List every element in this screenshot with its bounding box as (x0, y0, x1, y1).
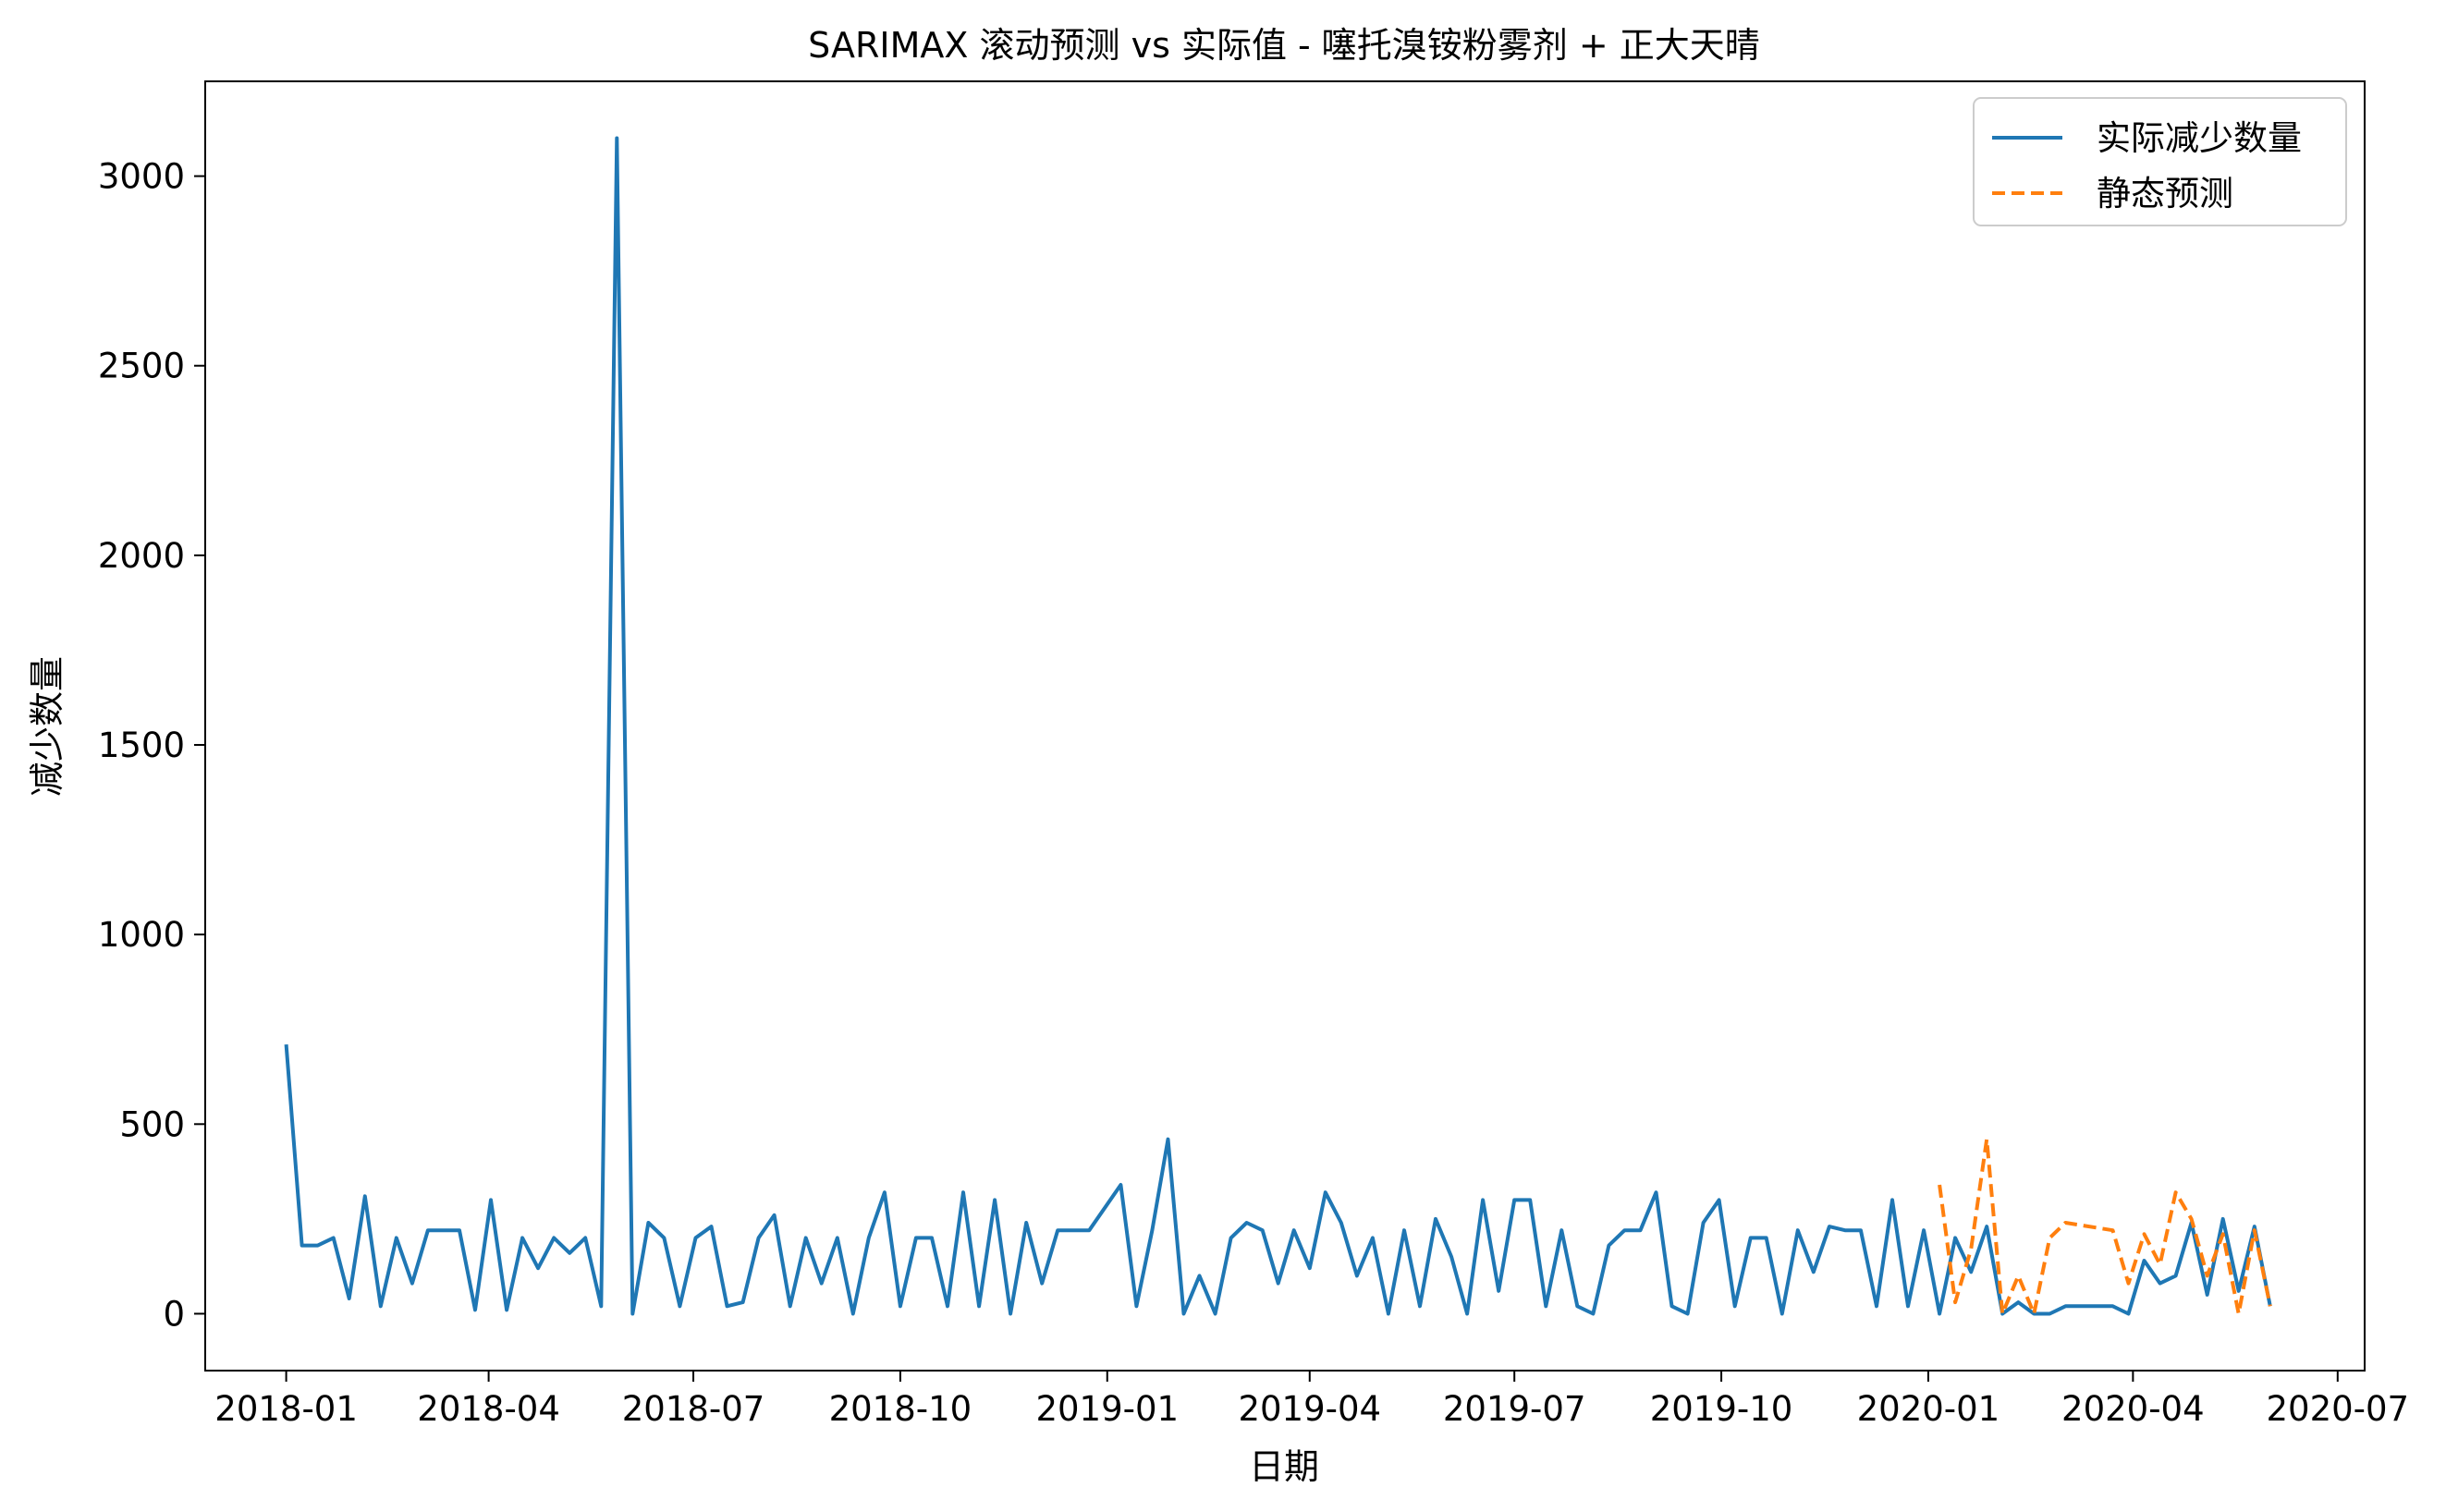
x-tick-label: 2019-07 (1443, 1389, 1586, 1429)
plot-frame (204, 80, 2366, 1372)
y-tick-label: 1500 (98, 726, 185, 765)
y-axis-title: 减少数量 (27, 656, 67, 797)
x-tick-label: 2020-04 (2061, 1389, 2205, 1429)
legend: 实际减少数量 静态预测 (1973, 97, 2347, 226)
x-tick-label: 2018-04 (417, 1389, 560, 1429)
legend-label-forecast: 静态预测 (2097, 174, 2233, 213)
y-axis: 0 500 1000 1500 2000 2500 3000 (98, 157, 205, 1334)
plot-area (204, 80, 2366, 1372)
x-tick-label: 2020-07 (2266, 1389, 2409, 1429)
x-tick-label: 2019-04 (1238, 1389, 1381, 1429)
y-tick-label: 2500 (98, 347, 185, 386)
y-tick-label: 0 (163, 1294, 185, 1334)
x-tick-label: 2018-01 (214, 1389, 358, 1429)
legend-box (1973, 97, 2347, 226)
series-line-forecast (1938, 1137, 2272, 1316)
y-tick-label: 2000 (98, 536, 185, 576)
y-tick-label: 500 (119, 1104, 185, 1144)
x-tick-label: 2019-01 (1035, 1389, 1179, 1429)
series-line-actual (284, 136, 2272, 1316)
legend-label-actual: 实际减少数量 (2097, 118, 2302, 158)
y-tick-label: 3000 (98, 157, 185, 197)
x-axis-title: 日期 (1249, 1446, 1319, 1487)
chart-title: SARIMAX 滚动预测 vs 实际值 - 噻托溴铵粉雾剂 + 正大天晴 (808, 25, 1760, 66)
y-tick-label: 1000 (98, 915, 185, 955)
x-tick-label: 2018-10 (829, 1389, 972, 1429)
x-tick-label: 2018-07 (622, 1389, 765, 1429)
x-tick-label: 2019-10 (1650, 1389, 1793, 1429)
x-tick-label: 2020-01 (1857, 1389, 2000, 1429)
series-layer (284, 136, 2272, 1316)
x-axis: 2018-01 2018-04 2018-07 2018-10 2019-01 2019-… (214, 1371, 2409, 1429)
